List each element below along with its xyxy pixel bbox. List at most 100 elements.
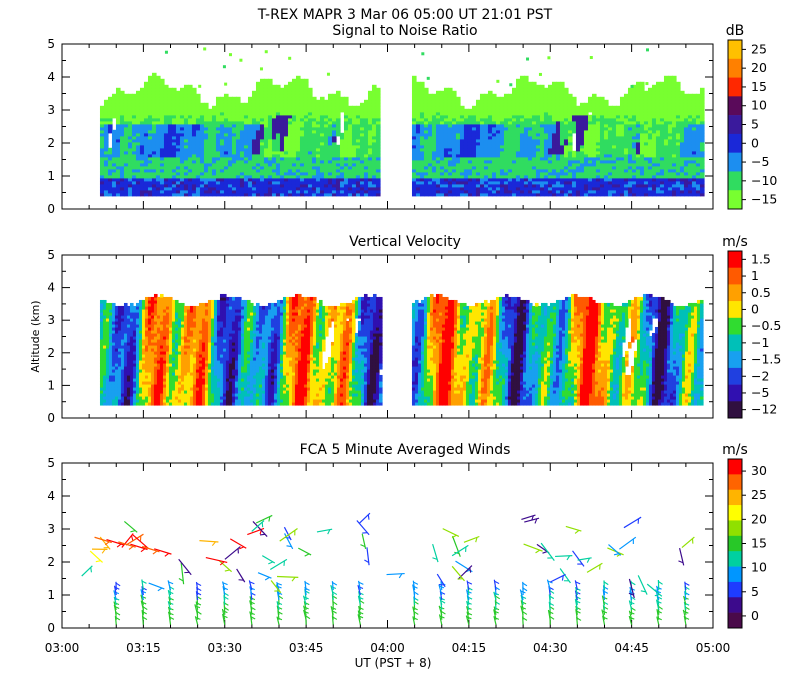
snr-cell [147,147,153,152]
snr-cell [367,180,373,185]
snr-cell [631,132,637,137]
snr-cell [599,183,605,188]
snr-cell [355,171,361,176]
snr-cell [579,105,585,110]
snr-cell [583,156,589,161]
snr-cell [435,159,441,164]
snr-cell [579,171,585,176]
snr-cell [587,117,593,122]
snr-cell [99,108,105,113]
snr-cell [167,111,173,116]
snr-cell [575,189,581,194]
snr-cell [619,183,625,188]
snr-cell [263,180,269,185]
snr-cell [447,141,453,146]
snr-cell [571,162,577,167]
snr-cell [299,135,305,140]
snr-cell [555,126,561,131]
snr-cell [539,138,545,143]
y-tick-label: 4 [47,70,55,84]
snr-cell [455,177,461,182]
snr-cell [239,171,245,176]
snr-cell [499,153,505,158]
snr-cell [267,177,273,182]
snr-cell [259,108,265,113]
snr-cell [427,171,433,176]
snr-cell [155,78,161,83]
snr-cell [175,183,181,188]
snr-cell [599,126,605,131]
snr-cell [103,123,109,128]
snr-cell [175,129,181,134]
snr-cell [499,189,505,194]
snr-cell [459,129,465,134]
snr-cell [347,177,353,182]
snr-cell [519,78,525,83]
snr-cell [223,132,229,137]
snr-cell [619,132,625,137]
snr-cell [351,162,357,167]
snr-cell [167,141,173,146]
snr-cell [427,162,433,167]
snr-cell [439,186,445,191]
snr-cell [367,96,373,101]
snr-cell [351,183,357,188]
snr-cell [263,114,269,119]
snr-cell [527,141,533,146]
snr-cell [595,162,601,167]
snr-cell [135,171,141,176]
snr-cell [443,144,449,149]
snr-cell [467,138,473,143]
snr-cell [687,93,693,98]
snr-cell [167,87,173,92]
snr-cell [255,177,261,182]
snr-cell [259,105,265,110]
snr-cell [231,114,237,119]
snr-cell [367,168,373,173]
snr-cell [459,144,465,149]
snr-cell [447,123,453,128]
snr-cell [587,105,593,110]
snr-cell [447,192,453,197]
snr-cell [247,153,253,158]
snr-cell [191,99,197,104]
snr-cell [563,105,569,110]
snr-cell [287,102,293,107]
snr-cell [615,111,621,116]
snr-cell [167,138,173,143]
snr-cell [575,144,581,149]
snr-cell [503,186,509,191]
snr-cell [523,147,529,152]
snr-cell [411,87,417,92]
snr-cell [271,96,277,101]
snr-cell [471,165,477,170]
snr-cell [551,102,557,107]
snr-cell [119,156,125,161]
snr-cell [355,105,361,110]
snr-cell [547,129,553,134]
snr-cell [179,165,185,170]
snr-cell [451,138,457,143]
snr-cell [511,90,517,95]
snr-cell [227,150,233,155]
snr-cell [455,111,461,116]
snr-cell [319,120,325,125]
snr-cell [543,99,549,104]
snr-cell [215,144,221,149]
colorbar-swatch [728,96,742,116]
snr-cell [467,150,473,155]
snr-cell [631,168,637,173]
snr-cell [187,96,193,101]
snr-cell [275,174,281,179]
snr-cell [307,183,313,188]
snr-cell [123,150,129,155]
snr-cell [519,90,525,95]
snr-cell [415,162,421,167]
snr-cell [427,159,433,164]
snr-cell [367,192,373,197]
snr-cell [239,165,245,170]
snr-cell [271,114,277,119]
snr-cell [567,111,573,116]
snr-cell [491,138,497,143]
snr-cell [563,162,569,167]
